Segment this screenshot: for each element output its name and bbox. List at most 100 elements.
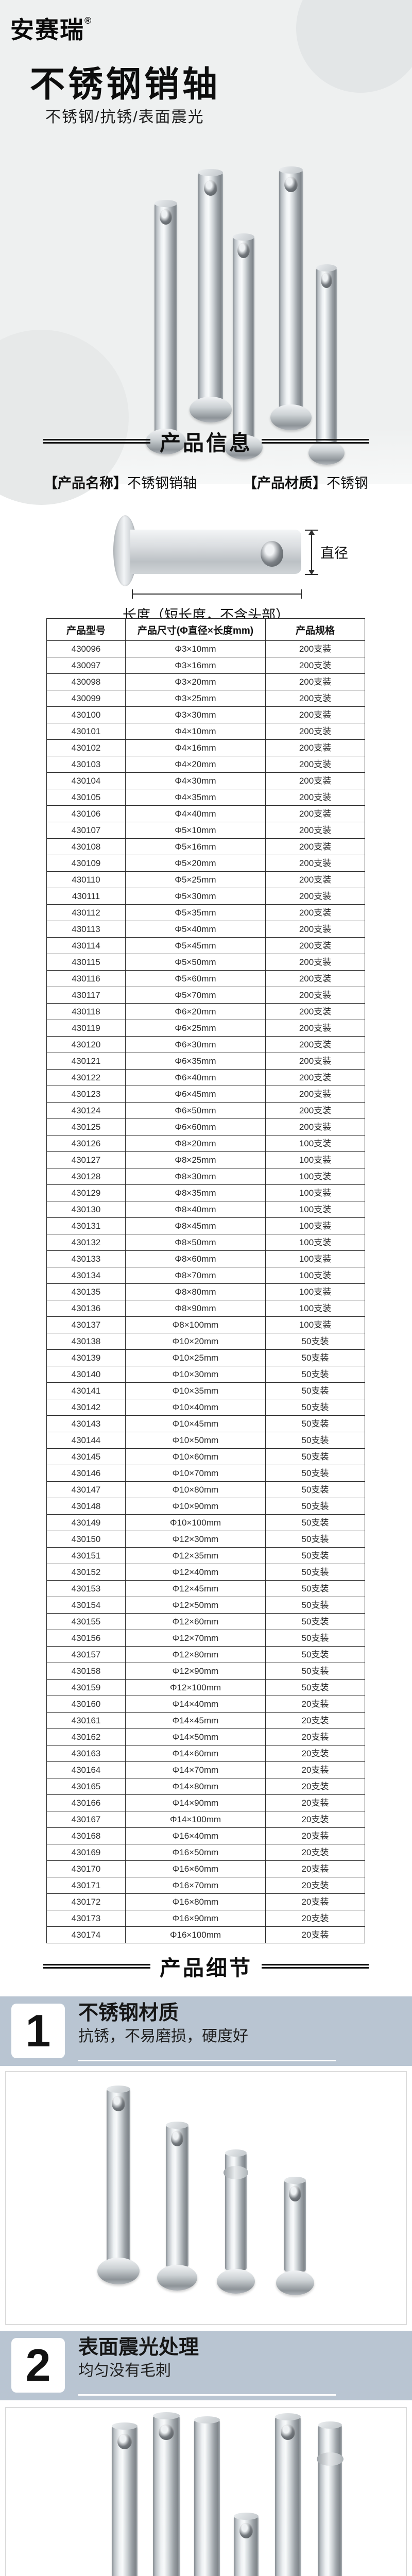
table-cell: Φ4×10mm: [125, 723, 266, 740]
table-cell: 430145: [46, 1448, 126, 1465]
spec-table: 产品型号 产品尺寸(Φ直径×长度mm) 产品规格 430096 Φ3×10mm 20…: [46, 618, 365, 1943]
table-row: 430103 Φ4×20mm 200支装: [46, 756, 365, 773]
table-cell: 100支装: [265, 1184, 365, 1201]
table-row: 430168 Φ16×40mm 20支装: [46, 1827, 365, 1844]
header-line-right: [262, 438, 369, 444]
table-cell: 430173: [46, 1910, 126, 1927]
pin-image: [317, 2421, 344, 2576]
table-row: 430112 Φ5×35mm 200支装: [46, 904, 365, 921]
table-row: 430163 Φ14×60mm 20支装: [46, 1745, 365, 1762]
table-cell: 430108: [46, 838, 126, 855]
table-cell: 50支装: [265, 1349, 365, 1366]
table-cell: 430125: [46, 1118, 126, 1136]
table-cell: 430146: [46, 1465, 126, 1482]
table-cell: 430117: [46, 987, 126, 1004]
table-row: 430142 Φ10×40mm 50支装: [46, 1399, 365, 1416]
table-cell: 50支装: [265, 1630, 365, 1647]
table-cell: Φ5×30mm: [125, 888, 266, 905]
table-cell: 100支装: [265, 1250, 365, 1267]
table-cell: 430114: [46, 937, 126, 954]
table-cell: 430131: [46, 1217, 126, 1234]
table-cell: Φ6×30mm: [125, 1036, 266, 1053]
table-cell: Φ14×100mm: [125, 1811, 266, 1828]
table-cell: 430149: [46, 1514, 126, 1531]
table-row: 430167 Φ14×100mm 20支装: [46, 1811, 365, 1828]
table-cell: 430135: [46, 1283, 126, 1300]
table-cell: Φ5×60mm: [125, 970, 266, 987]
table-row: 430158 Φ12×90mm 50支装: [46, 1663, 365, 1680]
table-row: 430164 Φ14×70mm 20支装: [46, 1761, 365, 1778]
table-cell: Φ8×50mm: [125, 1234, 266, 1251]
brand-logo: 安赛瑞®: [10, 15, 93, 43]
table-row: 430109 Φ5×20mm 200支装: [46, 855, 365, 872]
table-cell: Φ4×40mm: [125, 805, 266, 822]
table-row: 430132 Φ8×50mm 100支装: [46, 1234, 365, 1251]
table-cell: Φ8×40mm: [125, 1201, 266, 1218]
table-cell: 20支装: [265, 1811, 365, 1828]
spec-table-body: 430096 Φ3×10mm 200支装 430097 Φ3×16mm 200支装 4300…: [46, 640, 365, 1943]
diameter-dimension-line: [308, 530, 315, 575]
table-cell: 430142: [46, 1399, 126, 1416]
table-row: 430145 Φ10×60mm 50支装: [46, 1448, 365, 1465]
table-cell: 430110: [46, 871, 126, 888]
table-cell: 50支装: [265, 1481, 365, 1498]
table-cell: 50支装: [265, 1448, 365, 1465]
table-row: 430140 Φ10×30mm 50支装: [46, 1366, 365, 1383]
table-row: 430160 Φ14×40mm 20支装: [46, 1696, 365, 1713]
table-cell: 430150: [46, 1531, 126, 1548]
table-cell: Φ14×40mm: [125, 1696, 266, 1713]
table-cell: Φ16×100mm: [125, 1926, 266, 1943]
table-cell: Φ5×70mm: [125, 987, 266, 1004]
table-row: 430172 Φ16×80mm 20支装: [46, 1893, 365, 1910]
pin-image: [234, 2513, 259, 2576]
table-cell: 430160: [46, 1696, 126, 1713]
product-material-value: 不锈钢: [327, 476, 368, 491]
table-cell: 430169: [46, 1844, 126, 1861]
table-row: 430152 Φ12×40mm 50支装: [46, 1564, 365, 1581]
table-cell: Φ12×50mm: [125, 1597, 266, 1614]
pin-image: [225, 233, 263, 460]
feature-underline: [78, 2394, 336, 2396]
table-cell: 200支装: [265, 706, 365, 723]
table-row: 430106 Φ4×40mm 200支装: [46, 805, 365, 822]
col-header-model: 产品型号: [46, 618, 126, 641]
table-cell: 200支装: [265, 822, 365, 839]
table-cell: 430143: [46, 1415, 126, 1432]
table-row: 430136 Φ8×90mm 100支装: [46, 1300, 365, 1317]
table-cell: Φ5×16mm: [125, 838, 266, 855]
table-row: 430173 Φ16×90mm 20支装: [46, 1910, 365, 1927]
table-row: 430159 Φ12×100mm 50支装: [46, 1679, 365, 1696]
table-cell: 430106: [46, 805, 126, 822]
table-cell: 430140: [46, 1366, 126, 1383]
diameter-label: 直径: [320, 546, 348, 561]
table-cell: Φ4×30mm: [125, 772, 266, 789]
table-cell: Φ5×20mm: [125, 855, 266, 872]
table-cell: 50支装: [265, 1415, 365, 1432]
feature-underline: [78, 2060, 336, 2061]
table-cell: Φ16×40mm: [125, 1827, 266, 1844]
table-cell: 50支装: [265, 1646, 365, 1663]
table-row: 430115 Φ5×50mm 200支装: [46, 954, 365, 971]
table-cell: 430129: [46, 1184, 126, 1201]
table-cell: Φ4×20mm: [125, 756, 266, 773]
table-cell: 200支装: [265, 937, 365, 954]
table-row: 430157 Φ12×80mm 50支装: [46, 1646, 365, 1663]
table-cell: 200支装: [265, 888, 365, 905]
table-row: 430153 Φ12×45mm 50支装: [46, 1580, 365, 1597]
header-line-left: [43, 438, 150, 444]
table-cell: 430166: [46, 1794, 126, 1811]
table-row: 430138 Φ10×20mm 50支装: [46, 1333, 365, 1350]
feature-number: 1: [11, 2004, 65, 2058]
table-cell: 430164: [46, 1761, 126, 1778]
table-cell: 200支装: [265, 921, 365, 938]
table-cell: 200支装: [265, 1102, 365, 1119]
col-header-pack: 产品规格: [265, 618, 365, 641]
table-cell: 430137: [46, 1316, 126, 1333]
table-cell: Φ14×90mm: [125, 1794, 266, 1811]
table-cell: Φ14×50mm: [125, 1728, 266, 1745]
table-cell: 430138: [46, 1333, 126, 1350]
section-title: 产品信息: [160, 431, 252, 455]
table-row: 430166 Φ14×90mm 20支装: [46, 1794, 365, 1811]
table-cell: 200支装: [265, 904, 365, 921]
table-cell: 200支装: [265, 1020, 365, 1037]
